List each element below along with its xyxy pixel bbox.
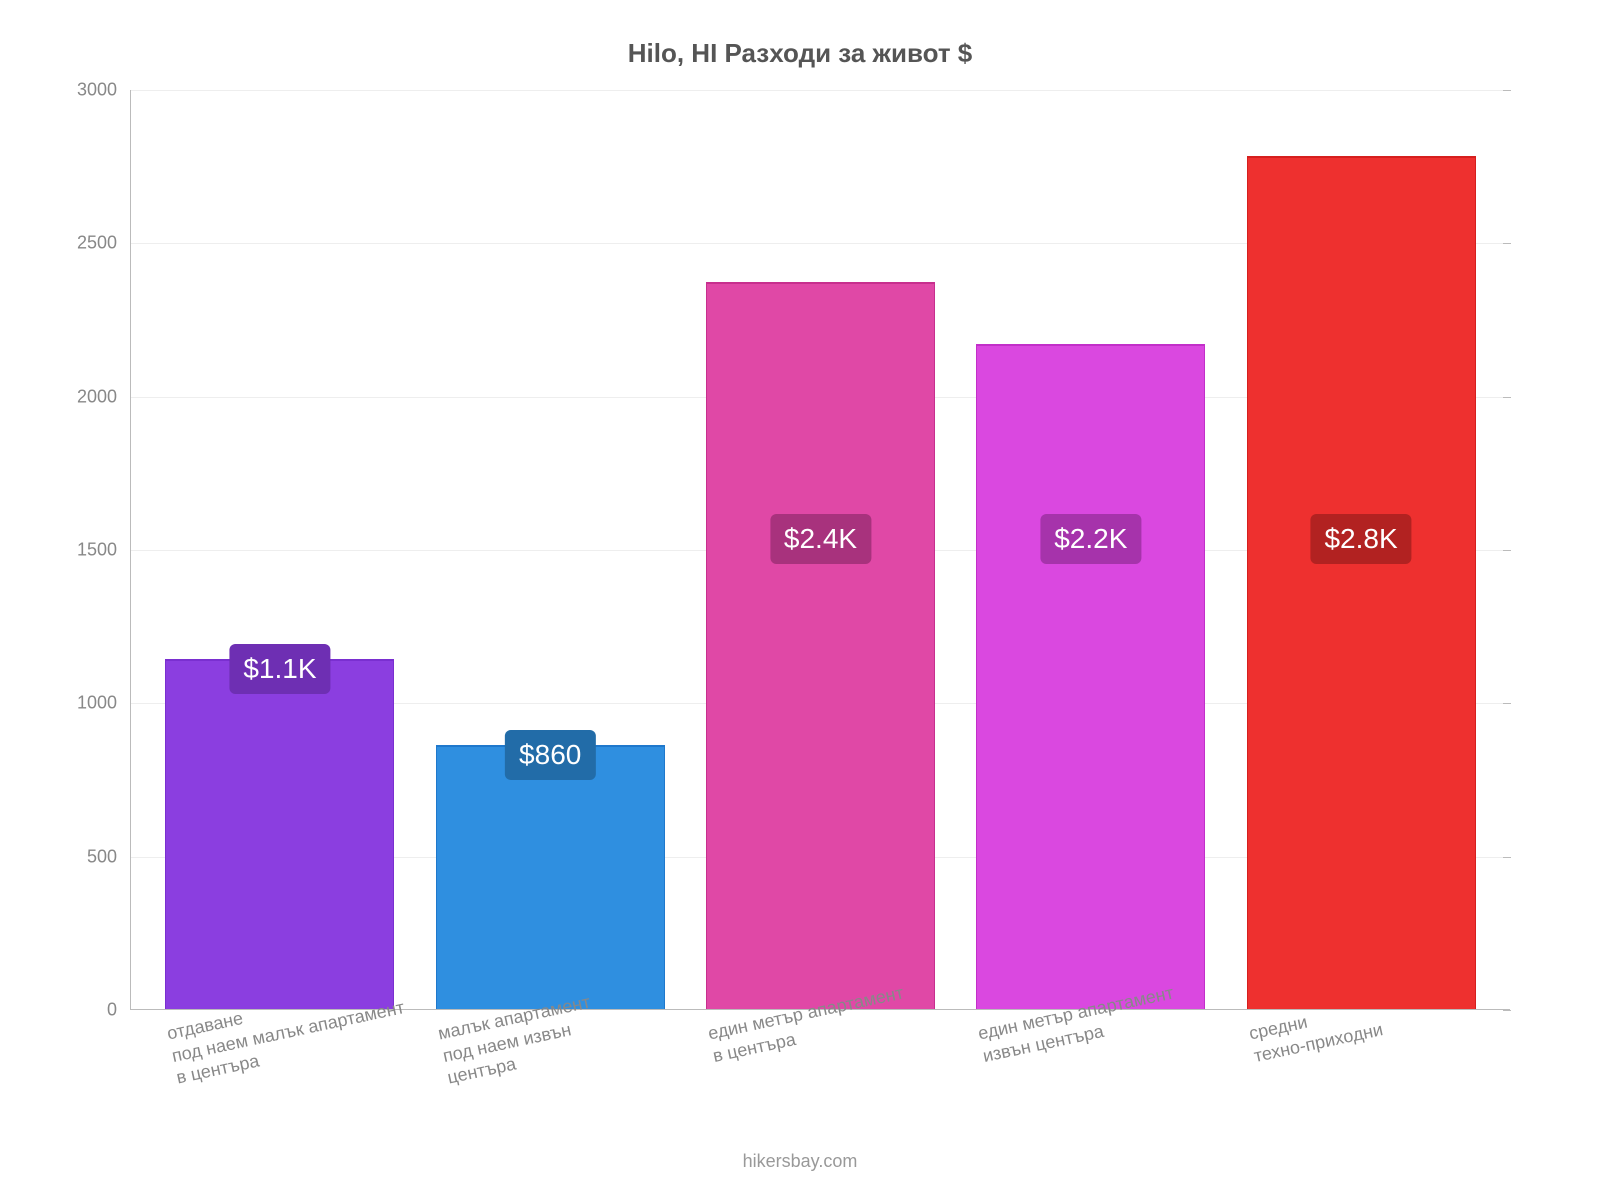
chart-container: Hilo, HI Разходи за живот $ 050010001500…: [0, 0, 1600, 1200]
y-tick-mark: [1503, 397, 1511, 398]
y-tick-label: 500: [87, 846, 131, 867]
y-tick-mark: [1503, 90, 1511, 91]
bar: [165, 659, 394, 1009]
bar: [976, 344, 1205, 1009]
plot-area: 050010001500200025003000$1.1Kотдаванепод…: [130, 90, 1510, 1010]
bar: [706, 282, 935, 1009]
gridline: [131, 90, 1510, 91]
y-tick-label: 0: [107, 1000, 131, 1021]
bar-value-label: $2.2K: [1040, 514, 1141, 564]
y-tick-label: 1000: [77, 693, 131, 714]
y-tick-mark: [1503, 550, 1511, 551]
y-tick-label: 2000: [77, 386, 131, 407]
bar-value-label: $2.4K: [770, 514, 871, 564]
bar: [436, 745, 665, 1009]
bar-value-label: $860: [505, 730, 595, 780]
bar: [1247, 156, 1476, 1009]
y-tick-label: 3000: [77, 80, 131, 101]
y-tick-mark: [1503, 1010, 1511, 1011]
y-tick-label: 1500: [77, 540, 131, 561]
bar-value-label: $1.1K: [229, 644, 330, 694]
y-tick-mark: [1503, 243, 1511, 244]
chart-title: Hilo, HI Разходи за живот $: [0, 38, 1600, 69]
y-tick-label: 2500: [77, 233, 131, 254]
chart-footer: hikersbay.com: [0, 1151, 1600, 1172]
bar-value-label: $2.8K: [1310, 514, 1411, 564]
y-tick-mark: [1503, 703, 1511, 704]
y-tick-mark: [1503, 857, 1511, 858]
